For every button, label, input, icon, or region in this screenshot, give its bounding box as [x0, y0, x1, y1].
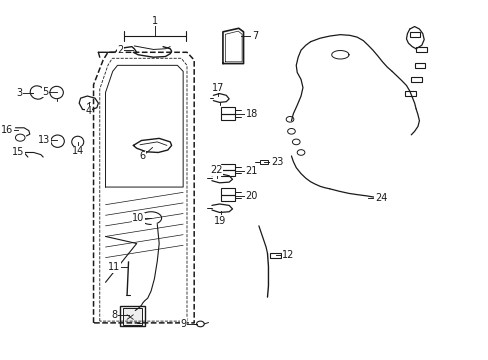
Text: 1: 1	[151, 15, 158, 26]
Text: 4: 4	[85, 106, 92, 116]
Text: 3: 3	[16, 87, 22, 98]
Text: 14: 14	[71, 146, 83, 156]
Bar	[221, 107, 234, 114]
Text: 17: 17	[211, 82, 224, 93]
Text: 13: 13	[38, 135, 50, 145]
Bar	[259, 160, 268, 164]
Bar	[404, 91, 415, 96]
Text: 7: 7	[251, 31, 258, 41]
Bar	[410, 77, 421, 82]
Text: 6: 6	[140, 151, 146, 161]
Text: 21: 21	[245, 166, 257, 176]
Text: 12: 12	[282, 251, 294, 261]
Text: 11: 11	[108, 262, 120, 273]
Text: 9: 9	[180, 319, 186, 329]
Text: 23: 23	[270, 157, 283, 167]
Text: 8: 8	[111, 310, 117, 320]
Bar	[221, 114, 234, 120]
Bar	[122, 308, 142, 325]
Bar	[414, 63, 424, 68]
Text: 2: 2	[118, 45, 124, 55]
Bar	[221, 189, 234, 195]
Text: 15: 15	[12, 148, 24, 157]
Text: 16: 16	[1, 125, 13, 135]
Bar	[415, 47, 426, 52]
Text: 20: 20	[245, 191, 257, 201]
Bar	[221, 164, 234, 170]
Text: 5: 5	[42, 87, 49, 97]
Bar	[270, 253, 280, 258]
Text: 18: 18	[245, 109, 257, 119]
Text: 10: 10	[132, 213, 144, 223]
Bar	[221, 195, 234, 201]
Bar	[221, 170, 234, 176]
Bar	[120, 306, 144, 327]
Bar	[409, 32, 420, 37]
Text: 22: 22	[210, 165, 223, 175]
Text: 19: 19	[214, 216, 226, 226]
Text: 24: 24	[374, 193, 386, 203]
